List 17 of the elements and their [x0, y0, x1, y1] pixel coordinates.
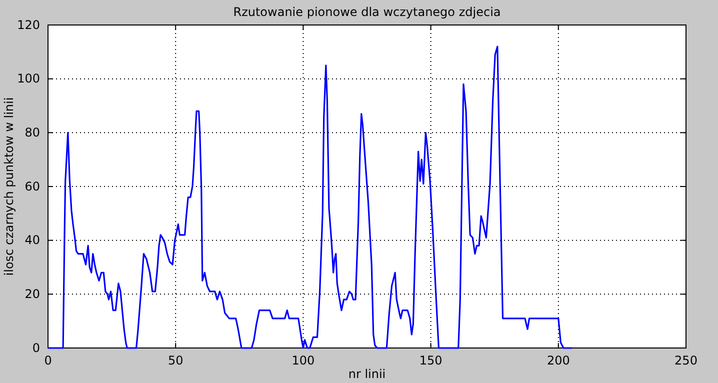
- chart-title: Rzutowanie pionowe dla wczytanego zdjecia: [233, 5, 501, 19]
- y-tick-label: 80: [24, 126, 40, 140]
- x-tick-label: 0: [44, 354, 52, 368]
- x-tick-label: 50: [168, 354, 184, 368]
- y-tick-label: 40: [24, 233, 40, 248]
- x-tick-label: 200: [546, 354, 570, 368]
- y-tick-label: 100: [17, 72, 40, 86]
- y-tick-label: 120: [17, 18, 40, 32]
- y-tick-label: 60: [24, 179, 40, 194]
- y-axis-title: ilosc czarnych punktow w linii: [2, 97, 16, 276]
- y-tick-label: 0: [32, 340, 40, 355]
- line-series: [47, 46, 573, 349]
- x-tick-label: 100: [292, 354, 315, 368]
- x-tick-label: 150: [419, 354, 442, 368]
- x-tick-label: 250: [674, 354, 698, 368]
- y-tick-label: 20: [24, 287, 40, 302]
- x-axis-title: nr linii: [348, 367, 386, 381]
